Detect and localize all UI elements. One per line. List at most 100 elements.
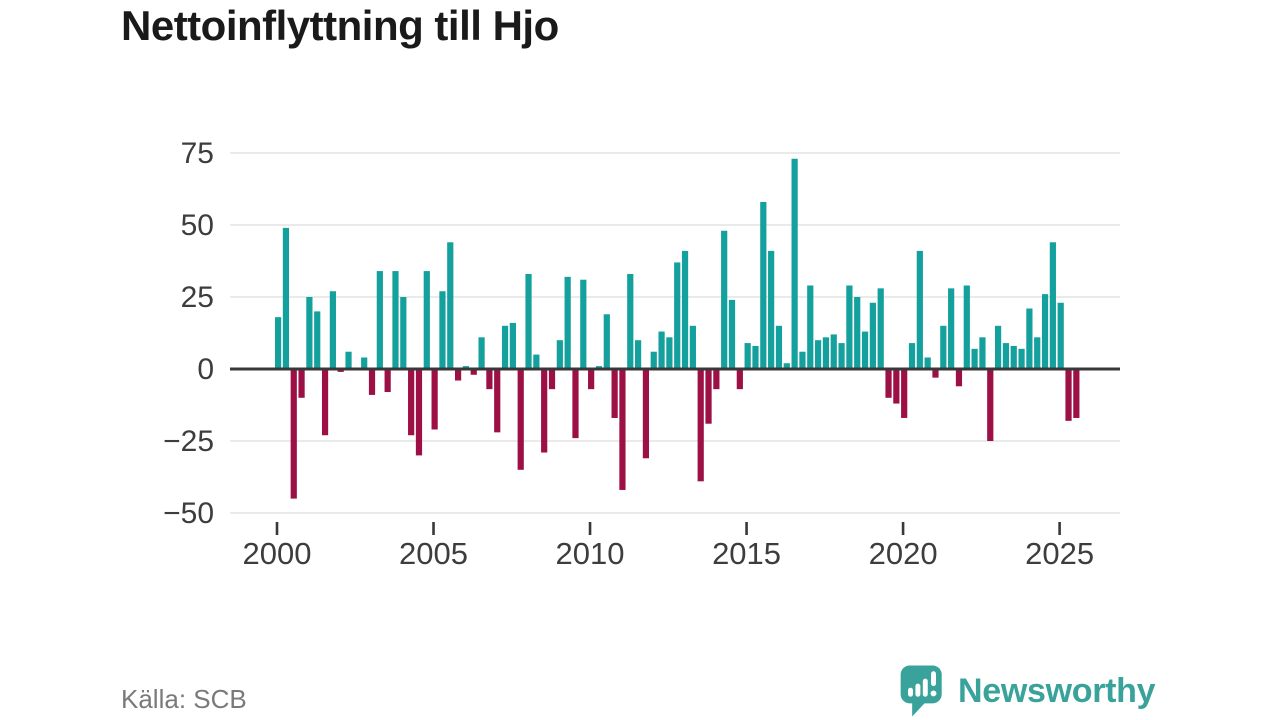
source-label: Källa: SCB	[121, 684, 247, 714]
bar-2021Q4	[955, 369, 963, 387]
x-tick-label: 2000	[243, 536, 312, 571]
bar-2012Q3	[666, 337, 673, 369]
bar-2024Q1	[1026, 308, 1033, 369]
bar-2020Q2	[908, 343, 916, 369]
bar-2004Q2	[408, 369, 415, 436]
bar-2000Q2	[282, 227, 290, 369]
bar-2023Q4	[1018, 348, 1025, 369]
bar-2008Q1	[525, 273, 532, 369]
bar-2008Q2	[533, 354, 540, 369]
bar-2000Q3	[290, 369, 297, 499]
bar-2017Q2	[814, 340, 822, 369]
logo-bar-icon	[915, 683, 921, 697]
bar-2009Q4	[580, 279, 587, 369]
bar-2016Q2	[783, 363, 790, 369]
bar-2001Q1	[306, 297, 313, 369]
newsworthy-logo: Newsworthy	[899, 663, 1156, 719]
bar-2012Q2	[658, 331, 665, 369]
bar-2005Q1	[431, 369, 438, 430]
bar-2011Q2	[627, 273, 634, 369]
bar-2024Q2	[1034, 337, 1041, 369]
bar-2010Q3	[603, 314, 610, 369]
bar-2013Q3	[697, 369, 704, 482]
bar-2009Q3	[572, 369, 579, 439]
bar-2005Q4	[455, 369, 462, 381]
y-tick-label: −25	[163, 425, 214, 458]
bar-2020Q1	[901, 369, 908, 418]
bar-2012Q1	[650, 351, 657, 369]
bar-2019Q3	[885, 369, 892, 398]
bar-2021Q1	[932, 369, 939, 378]
x-tick-label: 2005	[399, 536, 468, 571]
bar-2025Q3	[1073, 369, 1080, 418]
bar-2022Q2	[971, 348, 978, 369]
bar-2004Q3	[415, 369, 423, 456]
bar-2003Q1	[368, 369, 376, 395]
x-tick-label: 2015	[712, 536, 781, 571]
bar-2006Q3	[478, 337, 485, 369]
bar-2002Q4	[361, 357, 368, 369]
bar-2011Q1	[619, 369, 626, 490]
bar-2001Q3	[321, 369, 329, 436]
bar-2019Q4	[893, 369, 900, 404]
logo-bubble-tail	[912, 701, 927, 717]
y-tick-label: −50	[163, 497, 214, 530]
bar-2012Q4	[674, 262, 681, 369]
logo-bar-icon	[922, 678, 928, 697]
bar-2006Q2	[470, 369, 477, 375]
bar-2023Q2	[1002, 343, 1010, 369]
bar-2021Q3	[948, 288, 955, 369]
y-tick-label: 75	[181, 137, 214, 170]
newsworthy-logo-text: Newsworthy	[958, 671, 1156, 710]
bar-2020Q4	[924, 357, 931, 369]
bar-2013Q2	[689, 325, 696, 369]
bar-2004Q4	[423, 271, 430, 369]
bar-2022Q4	[987, 369, 994, 441]
logo-bar-icon	[908, 687, 913, 697]
bar-2014Q4	[736, 369, 743, 390]
bar-2009Q2	[564, 276, 571, 369]
y-tick-label: 0	[197, 353, 214, 386]
bar-2015Q3	[760, 201, 767, 369]
bar-2007Q2	[501, 325, 509, 369]
bar-2019Q2	[877, 288, 884, 369]
bar-2022Q1	[963, 285, 970, 369]
chart-title: Nettoinflyttning till Hjo	[121, 2, 559, 49]
bar-2019Q1	[869, 302, 876, 369]
bar-2017Q1	[807, 285, 814, 369]
bar-2014Q2	[721, 230, 728, 369]
bar-2014Q1	[713, 369, 720, 390]
logo-exclamation-icon	[931, 671, 936, 687]
bar-2023Q3	[1010, 345, 1017, 369]
logo-exclamation-dot	[930, 690, 937, 697]
bar-2005Q3	[447, 242, 454, 369]
bar-2021Q2	[940, 325, 947, 369]
bar-2018Q2	[846, 285, 853, 369]
bar-2002Q2	[345, 351, 352, 369]
bar-2025Q1	[1057, 302, 1064, 369]
x-tick-label: 2010	[556, 536, 625, 571]
bar-2015Q2	[752, 345, 759, 369]
bar-2016Q1	[775, 325, 783, 369]
y-tick-label: 50	[181, 209, 214, 242]
bar-2003Q4	[392, 271, 399, 369]
x-tick-label: 2020	[869, 536, 938, 571]
bar-2018Q1	[838, 343, 845, 369]
bar-2001Q4	[329, 291, 336, 369]
bar-2017Q3	[822, 337, 830, 369]
y-tick-label: 25	[181, 281, 214, 314]
bar-2003Q2	[376, 271, 383, 369]
bar-2016Q4	[799, 351, 806, 369]
bar-2008Q4	[548, 369, 556, 390]
bar-2020Q3	[916, 250, 923, 369]
bar-2018Q4	[861, 331, 869, 369]
bar-2000Q1	[275, 317, 282, 369]
bar-2007Q4	[517, 369, 524, 470]
bar-2010Q4	[611, 369, 618, 418]
x-tick-label: 2025	[1025, 536, 1094, 571]
newsworthy-logo-icon	[900, 665, 942, 717]
bar-2025Q2	[1065, 369, 1072, 421]
bar-2009Q1	[556, 340, 563, 369]
